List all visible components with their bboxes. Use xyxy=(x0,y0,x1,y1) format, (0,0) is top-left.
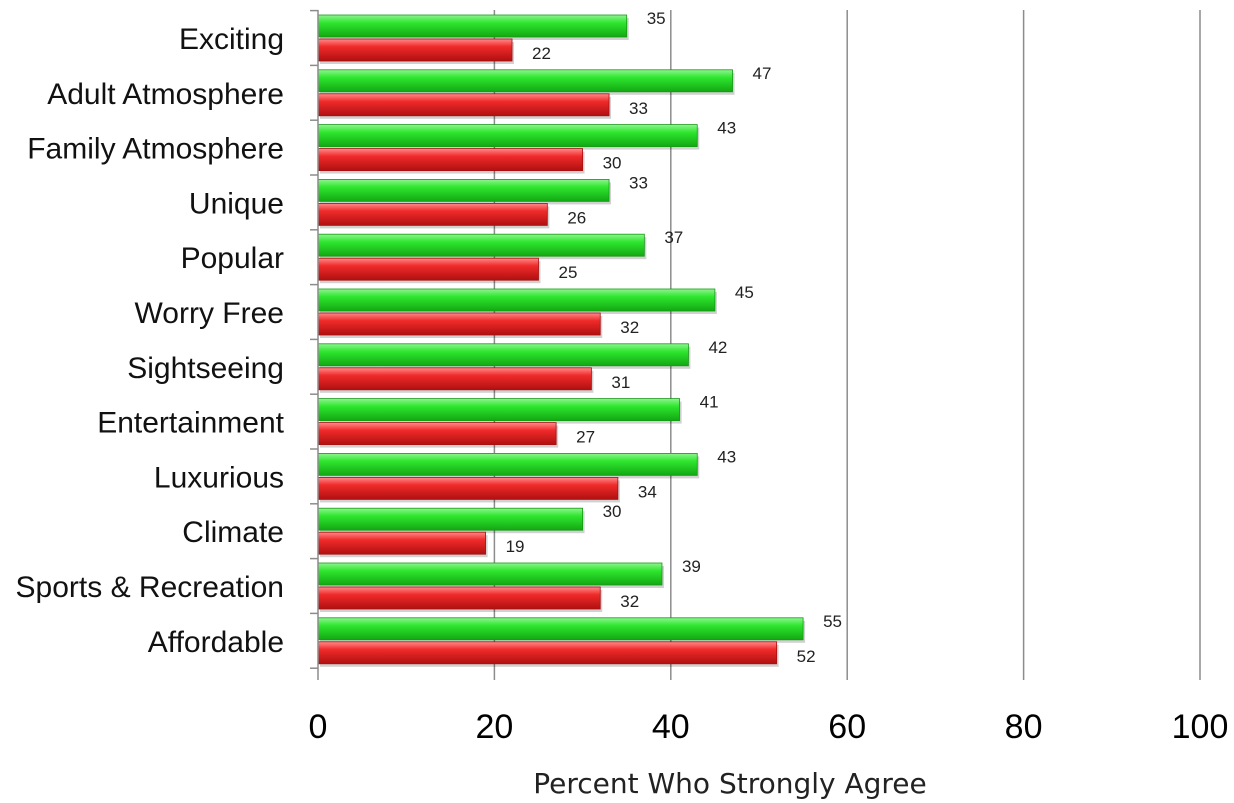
data-label: 35 xyxy=(647,9,666,28)
bar-green xyxy=(317,507,584,531)
bar-green xyxy=(317,69,733,93)
data-label: 52 xyxy=(797,647,816,666)
bar-red xyxy=(317,476,619,500)
gridlines xyxy=(493,10,1201,672)
bar-green xyxy=(317,617,804,641)
data-label: 32 xyxy=(620,592,639,611)
bar-green xyxy=(317,178,610,202)
bar-green xyxy=(317,343,689,367)
data-label: 42 xyxy=(708,338,727,357)
bar-green xyxy=(317,452,698,476)
data-label: 34 xyxy=(638,482,657,501)
bar-red xyxy=(317,367,592,391)
data-label: 43 xyxy=(717,119,736,138)
labels: 0 20 40 60 80 100 Exciting 35 22 Adult Atmosphere… xyxy=(16,9,1229,746)
x-tick-label: 60 xyxy=(828,708,866,746)
bar-red xyxy=(317,312,601,336)
bar-red xyxy=(317,586,601,610)
data-label: 30 xyxy=(603,502,622,521)
category-label: Sports & Recreation xyxy=(16,571,284,604)
data-label: 33 xyxy=(629,99,648,118)
category-label: Unique xyxy=(189,187,284,220)
x-tick-label: 40 xyxy=(652,708,690,746)
x-tick-label: 100 xyxy=(1172,708,1229,746)
category-label: Family Atmosphere xyxy=(27,133,284,166)
data-label: 39 xyxy=(682,557,701,576)
bar-red xyxy=(317,422,557,446)
bar-green xyxy=(317,562,663,586)
bar-red xyxy=(317,38,513,62)
bar-green xyxy=(317,14,628,38)
x-tick-label: 80 xyxy=(1005,708,1043,746)
bar-red xyxy=(317,641,778,665)
category-label: Exciting xyxy=(179,23,284,56)
data-label: 37 xyxy=(664,228,683,247)
category-label: Entertainment xyxy=(97,407,284,440)
x-tick-label: 0 xyxy=(309,708,328,746)
category-label: Popular xyxy=(181,242,284,275)
data-label: 27 xyxy=(576,428,595,447)
data-label: 22 xyxy=(532,44,551,63)
category-label: Affordable xyxy=(148,626,284,659)
data-label: 43 xyxy=(717,447,736,466)
x-axis-title: Percent Who Strongly Agree xyxy=(533,767,927,800)
category-label: Sightseeing xyxy=(127,352,284,385)
data-label: 26 xyxy=(567,208,586,227)
category-label: Climate xyxy=(182,516,284,549)
bar-red xyxy=(317,257,539,281)
bar-green xyxy=(317,124,698,147)
data-label: 33 xyxy=(629,173,648,192)
bar-green xyxy=(317,233,645,257)
bar-red xyxy=(317,93,610,117)
bar-green xyxy=(317,288,716,312)
data-label: 47 xyxy=(753,64,772,83)
category-label: Adult Atmosphere xyxy=(47,78,284,111)
data-label: 41 xyxy=(700,393,719,412)
data-label: 30 xyxy=(603,154,622,173)
bar-red xyxy=(317,531,486,555)
bar-red xyxy=(317,202,548,226)
category-label: Worry Free xyxy=(135,297,284,330)
data-label: 25 xyxy=(559,263,578,282)
x-tick-label: 20 xyxy=(475,708,513,746)
bars xyxy=(317,14,806,667)
bar-green xyxy=(317,398,681,422)
axes xyxy=(310,9,1201,680)
category-label: Luxurious xyxy=(154,461,284,494)
bar-red xyxy=(317,148,584,172)
data-label: 32 xyxy=(620,318,639,337)
data-label: 19 xyxy=(506,537,525,556)
data-label: 45 xyxy=(735,283,754,302)
data-label: 55 xyxy=(823,612,842,631)
data-label: 31 xyxy=(611,373,630,392)
